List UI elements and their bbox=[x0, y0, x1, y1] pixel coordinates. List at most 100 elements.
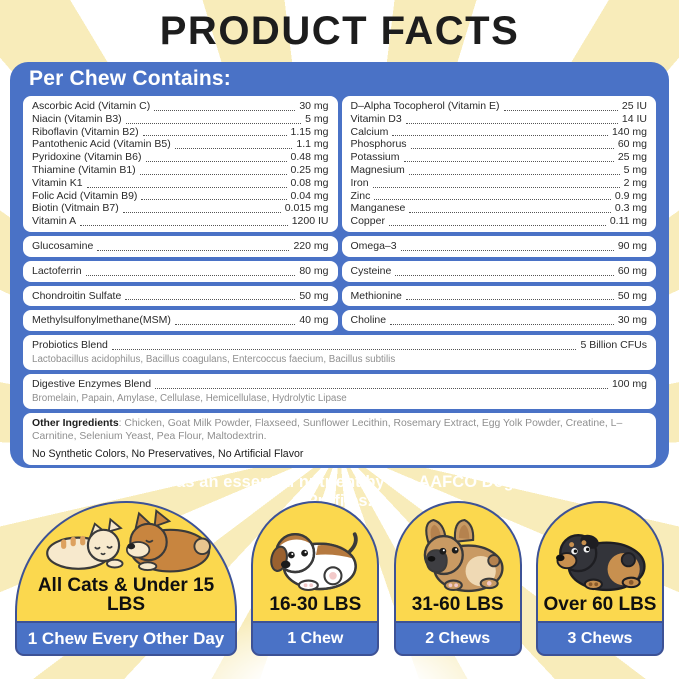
nutrient-value: 25 IU bbox=[621, 100, 647, 112]
nutrient-row: Vitamin K1 0.08 mg bbox=[32, 177, 329, 190]
nutrient-value: 0.3 mg bbox=[614, 202, 647, 215]
nutrient-label: Lactoferrin bbox=[32, 264, 82, 277]
weight-range-label: 16-30 LBS bbox=[269, 594, 362, 615]
nutrient-row: Chondroitin Sulfate 50 mg bbox=[32, 290, 329, 303]
vitamins-left-cell: Ascorbic Acid (Vitamin C) 30 mg Niacin (V… bbox=[23, 96, 338, 232]
nutrient-value: 5 mg bbox=[305, 112, 329, 125]
nutrient-row: Iron 2 mg bbox=[351, 177, 648, 190]
dotted-leader bbox=[390, 324, 614, 326]
nutrient-label: Pantothenic Acid (Vitamin B5) bbox=[32, 138, 171, 151]
dotted-leader bbox=[374, 199, 611, 201]
dotted-leader bbox=[125, 122, 302, 124]
nutrient-value: 220 mg bbox=[293, 239, 329, 252]
dotted-leader bbox=[405, 122, 618, 124]
nutrient-label: Magnesium bbox=[350, 163, 405, 176]
nutrient-row: Probiotics Blend 5 Billion CFUs bbox=[32, 339, 647, 352]
beagle-puppy-icon bbox=[270, 532, 359, 592]
nutrient-label: Omega–3 bbox=[350, 239, 397, 252]
dose-label: 1 Chew Every Other Day bbox=[27, 628, 225, 648]
dotted-leader bbox=[408, 173, 620, 175]
rottweiler-icon bbox=[556, 533, 646, 592]
glucosamine-cell: Glucosamine 220 mg bbox=[23, 235, 338, 257]
dotted-leader bbox=[388, 224, 606, 226]
msm-cell: Methylsulfonylmethane(MSM) 40 mg bbox=[23, 310, 338, 332]
nutrient-label: Methylsulfonylmethane(MSM) bbox=[32, 314, 171, 327]
dotted-leader bbox=[142, 135, 287, 137]
cysteine-cell: Cysteine 60 mg bbox=[341, 260, 656, 282]
nutrient-value: 30 mg bbox=[299, 100, 329, 112]
nutrient-row: Folic Acid (Vitamin B9) 0.04 mg bbox=[32, 190, 329, 203]
dotted-leader bbox=[122, 212, 281, 214]
nutrient-label: Zinc bbox=[350, 189, 371, 202]
nutrient-value: 30 mg bbox=[617, 314, 647, 327]
nutrient-label: Biotin (Vitmain B7) bbox=[32, 202, 119, 215]
nutrient-row: Potassium 25 mg bbox=[351, 151, 648, 164]
omega3-cell: Omega–3 90 mg bbox=[341, 235, 656, 257]
dose-bar: 3 Chews bbox=[535, 621, 664, 656]
dotted-leader bbox=[145, 160, 287, 162]
nutrient-label: Vitamin D3 bbox=[350, 112, 402, 125]
dotted-leader bbox=[395, 274, 614, 276]
dotted-leader bbox=[125, 299, 296, 301]
nutrient-value: 50 mg bbox=[299, 289, 329, 302]
methionine-cell: Methionine 50 mg bbox=[341, 285, 656, 307]
nutrient-value: 0.015 mg bbox=[284, 202, 329, 215]
page-title: PRODUCT FACTS bbox=[159, 9, 520, 53]
dotted-leader bbox=[174, 148, 293, 150]
nutrient-label: Niacin (Vitamin B3) bbox=[32, 112, 122, 125]
nutrient-row: Copper 0.11 mg bbox=[351, 215, 648, 228]
dose-panel-arch: Over 60 LBS bbox=[535, 501, 664, 621]
probiotics-strains: Lactobacillus acidophilus, Bacillus coag… bbox=[32, 353, 396, 365]
dose-panel-31-60: 31-60 LBS 2 Chews bbox=[393, 501, 522, 656]
dotted-leader bbox=[85, 274, 296, 276]
dotted-leader bbox=[111, 348, 577, 350]
cat-and-corgi-icon bbox=[46, 508, 211, 573]
nutrient-row: Glucosamine 220 mg bbox=[32, 240, 329, 253]
dotted-leader bbox=[400, 249, 614, 251]
dose-label: 1 Chew bbox=[287, 629, 344, 647]
nutrient-row: Vitamin A 1200 IU bbox=[32, 215, 329, 228]
choline-cell: Choline 30 mg bbox=[341, 310, 656, 332]
nutrient-label: Cysteine bbox=[350, 264, 392, 277]
dose-panel-over-60: Over 60 LBS 3 Chews bbox=[535, 501, 664, 656]
dose-panel-16-30: 16-30 LBS 1 Chew bbox=[251, 501, 380, 656]
dose-label: 3 Chews bbox=[567, 629, 633, 647]
nutrient-row: Biotin (Vitmain B7) 0.015 mg bbox=[32, 202, 329, 215]
nutrient-label: Probiotics Blend bbox=[32, 339, 108, 352]
dotted-leader bbox=[392, 135, 608, 137]
nutrient-value: 0.48 mg bbox=[290, 151, 329, 164]
lactoferrin-cell: Lactoferrin 80 mg bbox=[23, 260, 338, 282]
nutrient-value: 1.1 mg bbox=[296, 138, 329, 151]
nutrient-label: Glucosamine bbox=[32, 239, 94, 252]
dose-panel-cats-small-dogs: All Cats & Under 15 LBS 1 Chew Every Oth… bbox=[15, 501, 237, 656]
nutrient-label: Riboflavin (Vitamin B2) bbox=[32, 125, 139, 138]
dotted-leader bbox=[97, 249, 290, 251]
other-ingredients-text: Other Ingredients: Chicken, Goat Milk Po… bbox=[32, 417, 647, 443]
other-ingredients-label: Other Ingredients bbox=[32, 417, 119, 429]
facts-card: Per Chew Contains: Ascorbic Acid (Vitami… bbox=[10, 62, 669, 510]
dose-panel-arch: 16-30 LBS bbox=[251, 501, 380, 621]
nutrient-value: 2 mg bbox=[623, 176, 647, 189]
dotted-leader bbox=[372, 186, 620, 188]
facts-grid: Ascorbic Acid (Vitamin C) 30 mg Niacin (V… bbox=[23, 96, 656, 513]
nutrient-value: 50 mg bbox=[617, 289, 647, 302]
nutrient-value: 140 mg bbox=[611, 125, 647, 138]
nutrient-value: 0.08 mg bbox=[290, 176, 329, 189]
nutrient-row: Calcium 140 mg bbox=[351, 126, 648, 139]
nutrient-value: 25 mg bbox=[617, 151, 647, 164]
nutrient-row: Niacin (Vitamin B3) 5 mg bbox=[32, 113, 329, 126]
nutrient-row: Pyridoxine (Vitamin B6) 0.48 mg bbox=[32, 151, 329, 164]
dotted-leader bbox=[141, 199, 287, 201]
dotted-leader bbox=[80, 224, 288, 226]
nutrient-row: Pantothenic Acid (Vitamin B5) 1.1 mg bbox=[32, 138, 329, 151]
dotted-leader bbox=[403, 160, 614, 162]
nutrient-label: Vitamin K1 bbox=[32, 176, 83, 189]
dotted-leader bbox=[155, 387, 608, 389]
nutrient-label: Thiamine (Vitamin B1) bbox=[32, 163, 136, 176]
nutrient-row: Phosphorus 60 mg bbox=[351, 138, 648, 151]
dotted-leader bbox=[139, 173, 287, 175]
probiotics-blend-cell: Probiotics Blend 5 Billion CFUs Lactobaci… bbox=[23, 335, 656, 370]
nutrient-label: Potassium bbox=[350, 151, 400, 164]
dose-label: 2 Chews bbox=[425, 629, 491, 647]
dose-bar: 1 Chew Every Other Day bbox=[15, 621, 237, 656]
